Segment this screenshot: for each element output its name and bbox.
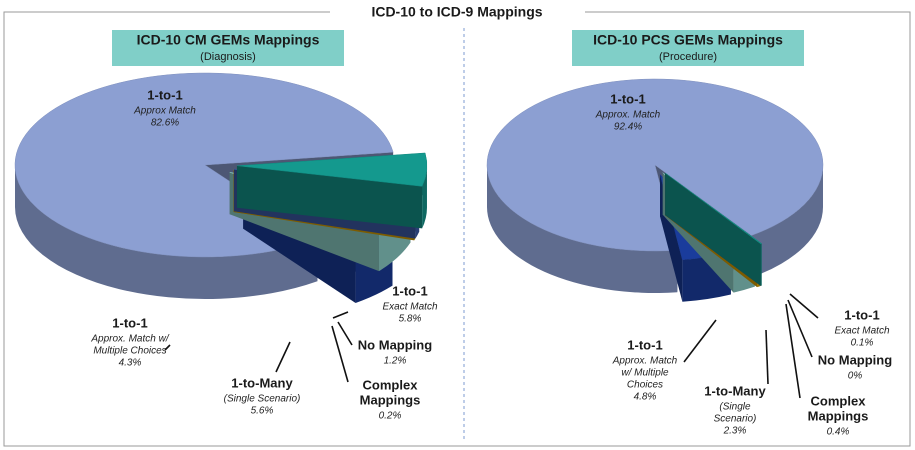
slice-label-detail: Scenario) xyxy=(714,414,757,425)
slice-side xyxy=(751,165,823,278)
slice-label-detail: w/ Multiple xyxy=(621,368,669,379)
slice-label: 1-to-Many xyxy=(231,375,293,390)
slice-label-detail: Approx. Match w/ xyxy=(90,334,169,345)
slice-side xyxy=(760,243,762,286)
leader-line xyxy=(164,344,171,351)
value-label: 0.4% xyxy=(827,427,850,438)
slice-label: 1-to-Many xyxy=(704,383,766,398)
slice-label-detail: Choices xyxy=(627,380,663,391)
slice-label: No Mapping xyxy=(358,337,432,352)
slice-label: No Mapping xyxy=(818,352,892,367)
value-label: 0.1% xyxy=(851,338,874,349)
header-box xyxy=(112,30,344,66)
slice-label: 1-to-1 xyxy=(610,91,645,106)
leader-line xyxy=(331,325,349,383)
slice-label: Complex xyxy=(811,393,867,408)
value-label: 2.3% xyxy=(723,426,747,437)
slice-side xyxy=(422,165,427,229)
slice-label-detail: (Single Scenario) xyxy=(224,394,301,405)
slice-label-detail: Approx Match xyxy=(133,106,196,117)
slice-label-detail: Multiple Choices xyxy=(93,346,166,357)
slice-label: Mappings xyxy=(808,408,869,423)
value-label: 0.2% xyxy=(379,411,402,422)
slice-label-detail: Exact Match xyxy=(834,326,889,337)
value-label: 0% xyxy=(848,371,863,382)
title-backdrop xyxy=(330,4,585,22)
leader-line xyxy=(332,311,349,319)
slice-label: Complex xyxy=(363,377,419,392)
leader-line xyxy=(275,341,291,373)
leader-line xyxy=(765,329,769,385)
slice-label-detail: Approx. Match xyxy=(595,110,661,121)
value-label: 92.4% xyxy=(614,122,642,133)
value-label: 4.3% xyxy=(119,358,142,369)
slice-label: Mappings xyxy=(360,392,421,407)
slice-side xyxy=(15,165,318,299)
value-label: 82.6% xyxy=(151,118,179,129)
slice xyxy=(236,152,428,187)
slice xyxy=(486,78,824,252)
chart-subtitle: (Procedure) xyxy=(659,51,717,63)
slice-label: 1-to-1 xyxy=(147,87,182,102)
leader-line xyxy=(683,319,717,363)
chart-title: ICD-10 CM GEMs Mappings xyxy=(137,32,320,48)
slice xyxy=(665,172,763,245)
leader-line xyxy=(785,303,801,399)
slice-label: 1-to-1 xyxy=(112,315,147,330)
slice-label: 1-to-1 xyxy=(844,307,879,322)
chart-subtitle: (Diagnosis) xyxy=(200,51,256,63)
slice-label-detail: Approx. Match xyxy=(612,356,678,367)
slice-label: 1-to-1 xyxy=(627,337,662,352)
value-label: 5.8% xyxy=(399,314,422,325)
page-title: ICD-10 to ICD-9 Mappings xyxy=(371,4,542,20)
slice-wall xyxy=(665,173,761,286)
value-label: 1.2% xyxy=(384,356,407,367)
value-label: 5.6% xyxy=(251,406,274,417)
chart-title: ICD-10 PCS GEMs Mappings xyxy=(593,32,783,48)
leader-line xyxy=(787,299,813,358)
leader-line xyxy=(337,321,353,346)
leader-line xyxy=(789,293,819,319)
value-label: 4.8% xyxy=(634,392,657,403)
slice-label-detail: Exact Match xyxy=(382,302,437,313)
slice-label: 1-to-1 xyxy=(392,283,427,298)
slice xyxy=(14,72,394,258)
header-box xyxy=(572,30,804,66)
slice-side xyxy=(487,165,678,293)
slice-label-detail: (Single xyxy=(719,402,751,413)
